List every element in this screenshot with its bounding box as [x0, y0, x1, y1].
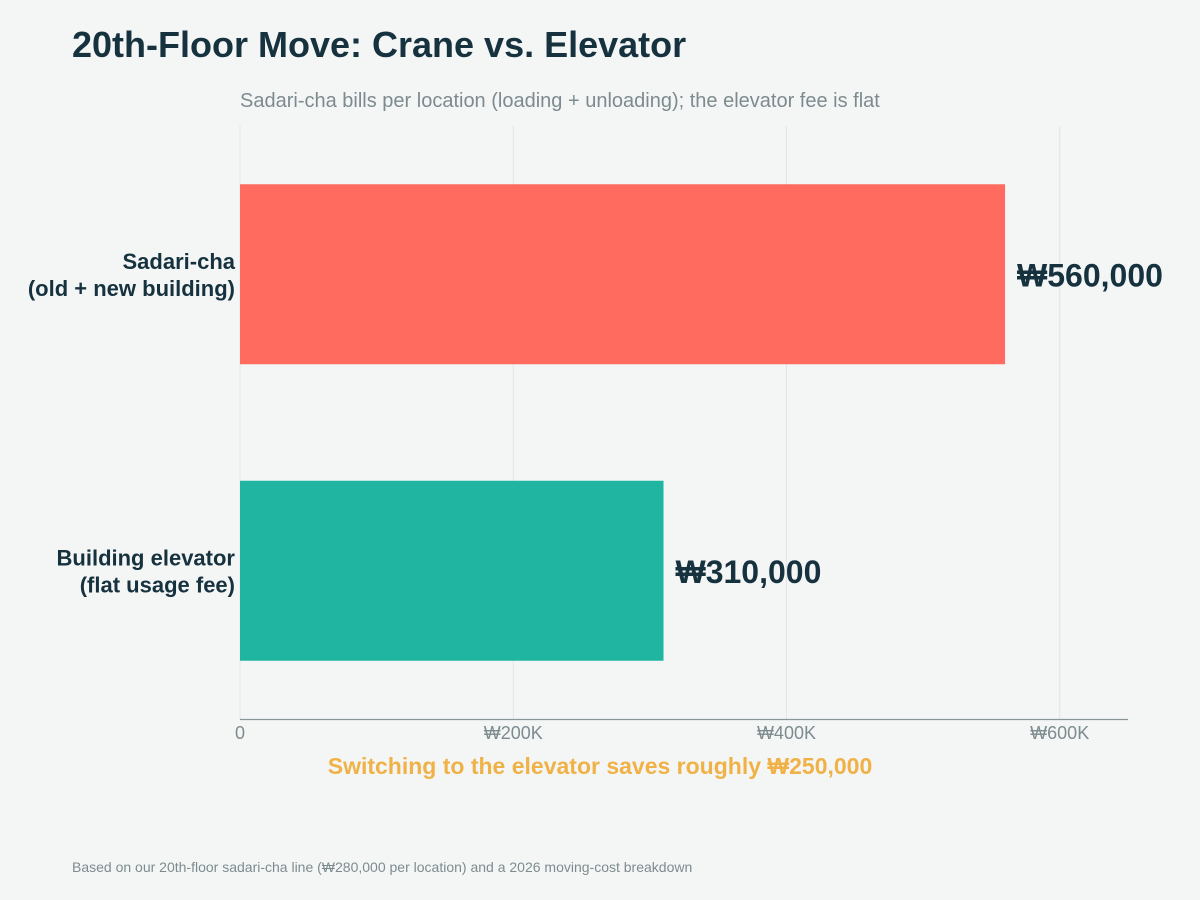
page-title: 20th-Floor Move: Crane vs. Elevator: [72, 24, 687, 65]
chart-subtitle: Sadari-cha bills per location (loading +…: [240, 90, 880, 112]
category-label: (old + new building): [28, 276, 235, 301]
savings-annotation: Switching to the elevator saves roughly …: [328, 753, 873, 779]
bar: [240, 480, 664, 661]
category-label: Building elevator: [57, 545, 236, 570]
value-labels: ₩560,000 ₩310,000: [676, 257, 1163, 590]
bar-value-label: ₩560,000: [1017, 257, 1163, 293]
x-tick-label: ₩200K: [484, 723, 543, 743]
footnote: Based on our 20th-floor sadari-cha line …: [72, 859, 693, 875]
x-tick-label: 0: [235, 723, 245, 743]
category-labels: Sadari-cha(old + new building) Building e…: [28, 249, 236, 598]
x-tick-label: ₩400K: [757, 723, 816, 743]
category-label: Sadari-cha: [123, 249, 236, 274]
category-label: (flat usage fee): [80, 572, 235, 597]
bar-value-label: ₩310,000: [676, 554, 822, 590]
x-axis: 0 ₩200K ₩400K ₩600K: [235, 718, 1128, 743]
x-tick-label: ₩600K: [1030, 723, 1089, 743]
bars: [240, 184, 1006, 661]
bar: [240, 184, 1006, 365]
